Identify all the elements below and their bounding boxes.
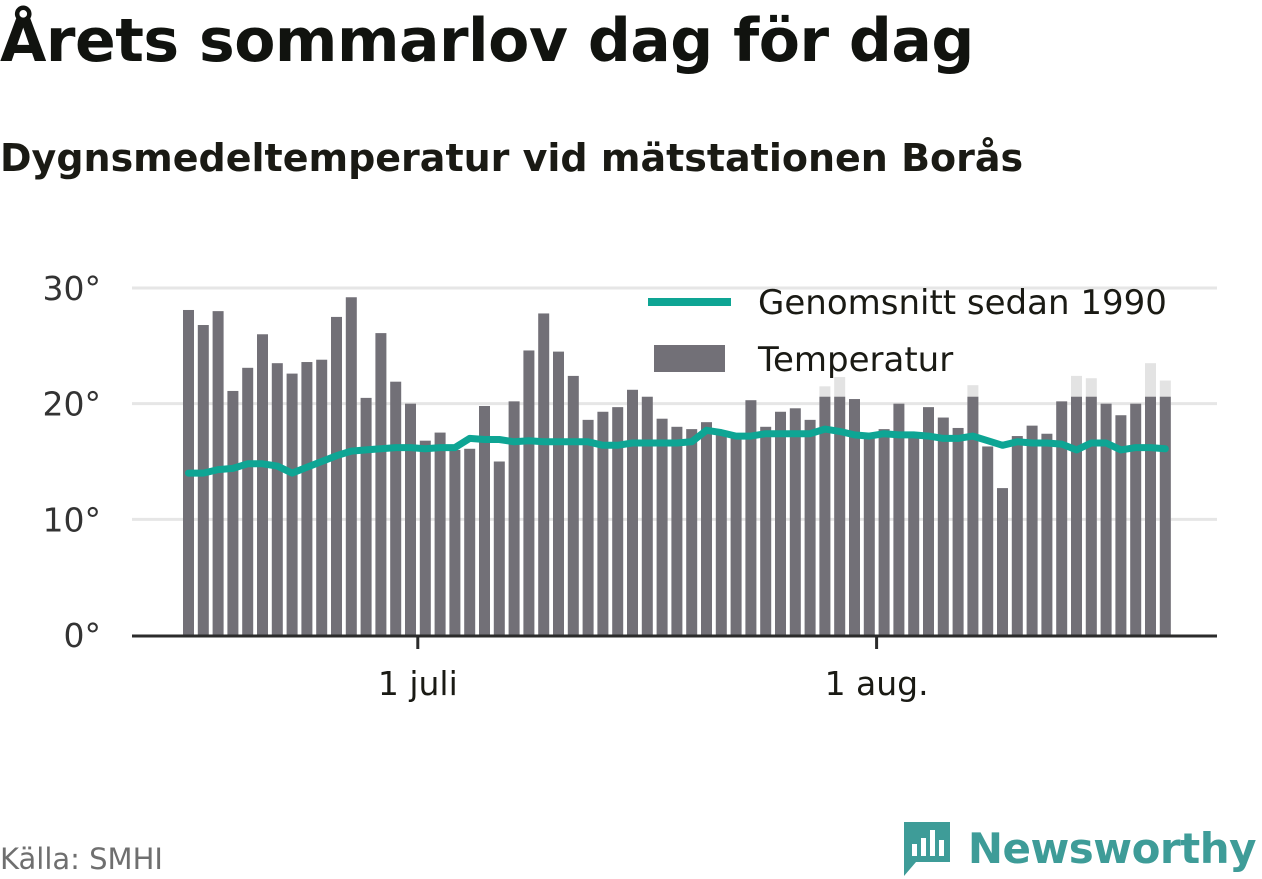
chart-title: Årets sommarlov dag för dag: [0, 6, 974, 76]
bar: [1041, 433, 1053, 635]
bar: [1085, 396, 1097, 635]
bar: [316, 359, 328, 635]
brand-name: Newsworthy: [967, 823, 1257, 873]
bar: [434, 432, 446, 635]
bar: [1026, 425, 1038, 635]
bar: [227, 390, 239, 635]
bar: [908, 433, 920, 635]
bar: [1011, 436, 1023, 635]
bar: [1100, 403, 1112, 635]
bar: [715, 431, 727, 635]
bar: [819, 396, 831, 635]
bar: [567, 375, 579, 635]
bar: [849, 399, 860, 635]
bar: [997, 488, 1008, 635]
y-tick-label: 10°: [43, 500, 102, 539]
bar: [553, 351, 564, 635]
bar: [923, 407, 934, 635]
bar: [627, 389, 638, 635]
axis-layer: 0° 10° 20° 30° 1 juli 1 aug.: [43, 269, 1217, 703]
legend: Genomsnitt sedan 1990 Temperatur: [648, 283, 1167, 380]
source-note: Källa: SMHI: [0, 842, 163, 876]
bar: [464, 448, 476, 635]
y-tick-label: 30°: [43, 269, 102, 308]
bar: [967, 396, 979, 635]
x-tick-label: 1 juli: [378, 664, 458, 703]
legend-label-temperature: Temperatur: [757, 340, 953, 380]
bar: [301, 362, 313, 635]
y-tick-label: 20°: [43, 385, 102, 424]
bar: [538, 313, 550, 635]
bar: [1130, 403, 1142, 635]
bar: [449, 449, 461, 635]
line-layer: [185, 425, 1169, 477]
bar: [701, 422, 712, 635]
brand-logo: Newsworthy: [902, 818, 1257, 878]
newsworthy-logo-icon: [903, 822, 950, 876]
average-line: [185, 425, 1169, 477]
bar: [197, 325, 209, 635]
x-tick-label: 1 aug.: [825, 664, 929, 703]
bar: [878, 429, 890, 635]
y-tick-label: 0°: [64, 616, 102, 655]
bar: [656, 418, 668, 635]
bar: [804, 419, 816, 635]
bar: [730, 436, 742, 635]
bar: [331, 316, 342, 635]
bar: [286, 373, 298, 635]
bar: [508, 401, 520, 635]
legend-bar-swatch: [654, 345, 725, 372]
bar: [1056, 401, 1068, 635]
bar: [271, 363, 283, 635]
bar: [893, 403, 905, 635]
bar: [242, 367, 254, 635]
bar: [789, 408, 801, 635]
bar: [775, 411, 786, 635]
bar: [345, 297, 357, 635]
bar: [1071, 396, 1082, 635]
bar: [360, 397, 372, 635]
bar: [745, 400, 757, 635]
legend-label-average: Genomsnitt sedan 1990: [758, 283, 1167, 323]
bar: [523, 350, 535, 635]
bar: [597, 411, 609, 635]
bar: [612, 407, 624, 635]
bar: [419, 440, 431, 635]
bar: [479, 405, 490, 635]
bar: [982, 446, 994, 635]
bar: [760, 426, 772, 635]
bar: [375, 333, 387, 635]
bar: [1145, 396, 1156, 635]
bar: [937, 417, 949, 635]
bars-layer: [183, 297, 1171, 635]
bar: [863, 433, 875, 635]
bar: [834, 396, 846, 635]
bar: [1115, 415, 1127, 635]
bar: [686, 429, 698, 635]
bar: [493, 461, 505, 635]
bar: [671, 426, 683, 635]
bar: [257, 334, 268, 635]
bar: [1159, 396, 1171, 635]
bar: [582, 419, 594, 635]
bar: [952, 427, 964, 635]
bar: [405, 403, 416, 635]
chart-subtitle: Dygnsmedeltemperatur vid mätstationen Bo…: [0, 136, 1024, 180]
bar: [641, 396, 653, 635]
bar: [390, 381, 402, 635]
